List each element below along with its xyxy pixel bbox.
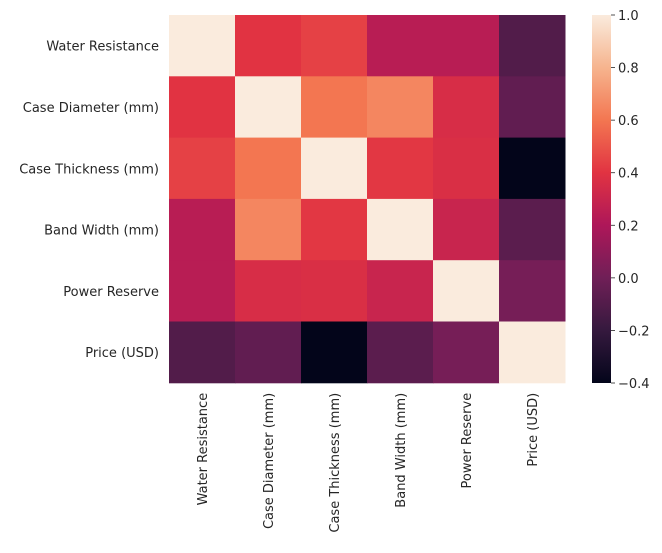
y-tick-label: Power Reserve (63, 285, 159, 300)
heatmap-cell (499, 260, 566, 322)
heatmap-cell (367, 137, 434, 200)
heatmap-cell (169, 15, 236, 77)
heatmap-cell (169, 321, 236, 384)
x-tick-label: Case Diameter (mm) (262, 393, 277, 529)
colorbar-tick-label: 0.8 (618, 62, 639, 77)
heatmap-cell (499, 76, 566, 139)
heatmap-cell (301, 198, 368, 261)
x-tick-label: Band Width (mm) (394, 393, 409, 508)
colorbar-tick-label: −0.2 (618, 324, 650, 339)
colorbar-ticks: 1.0 0.8 0.6 0.4 0.2 0.0 −0.2 −0.4 (611, 9, 650, 392)
y-axis-tick-labels: Water Resistance Case Diameter (mm) Case T… (19, 40, 169, 361)
heatmap-cell (301, 260, 368, 322)
heatmap-cell (169, 137, 236, 200)
x-tick-label: Case Thickness (mm) (328, 393, 343, 533)
colorbar-tick-label: 0.6 (618, 114, 639, 129)
y-tick-label: Case Thickness (mm) (19, 162, 159, 177)
heatmap-cell (433, 321, 500, 384)
y-tick-label: Price (USD) (85, 346, 159, 361)
heatmap-cell (499, 15, 566, 77)
heatmap-cell (433, 198, 500, 261)
x-tick-label: Water Resistance (196, 393, 211, 506)
heatmap-cell (235, 321, 302, 384)
heatmap-cell (367, 15, 434, 77)
heatmap-cell (235, 260, 302, 322)
colorbar-tick-label: 0.2 (618, 219, 639, 234)
heatmap-cell (235, 15, 302, 77)
heatmap-cell (301, 137, 368, 200)
heatmap-cells (169, 15, 566, 384)
heatmap-cell (433, 76, 500, 139)
colorbar-tick-label: 0.0 (618, 272, 639, 287)
heatmap-cell (433, 15, 500, 77)
heatmap-cell (367, 260, 434, 322)
heatmap-cell (169, 198, 236, 261)
x-tick-label: Price (USD) (526, 393, 541, 467)
colorbar (592, 15, 611, 383)
heatmap-cell (367, 76, 434, 139)
heatmap-cell (499, 321, 566, 384)
heatmap-cell (235, 137, 302, 200)
colorbar-tick-label: −0.4 (618, 377, 650, 392)
x-axis-tick-labels: Water Resistance Case Diameter (mm) Case T… (196, 393, 541, 533)
heatmap-cell (169, 76, 236, 139)
heatmap-cell (499, 198, 566, 261)
heatmap-cell (169, 260, 236, 322)
heatmap-cell (301, 15, 368, 77)
heatmap-cell (235, 76, 302, 139)
heatmap-cell (301, 76, 368, 139)
x-tick-label: Power Reserve (460, 393, 475, 489)
heatmap-cell (235, 198, 302, 261)
colorbar-tick-label: 0.4 (618, 167, 639, 182)
heatmap-cell (301, 321, 368, 384)
heatmap-cell (433, 260, 500, 322)
y-tick-label: Band Width (mm) (44, 224, 159, 239)
colorbar-tick-label: 1.0 (618, 9, 639, 24)
y-tick-label: Case Diameter (mm) (23, 101, 159, 116)
heatmap-cell (367, 198, 434, 261)
heatmap-cell (499, 137, 566, 200)
heatmap-cell (367, 321, 434, 384)
y-tick-label: Water Resistance (46, 40, 159, 55)
heatmap-cell (433, 137, 500, 200)
